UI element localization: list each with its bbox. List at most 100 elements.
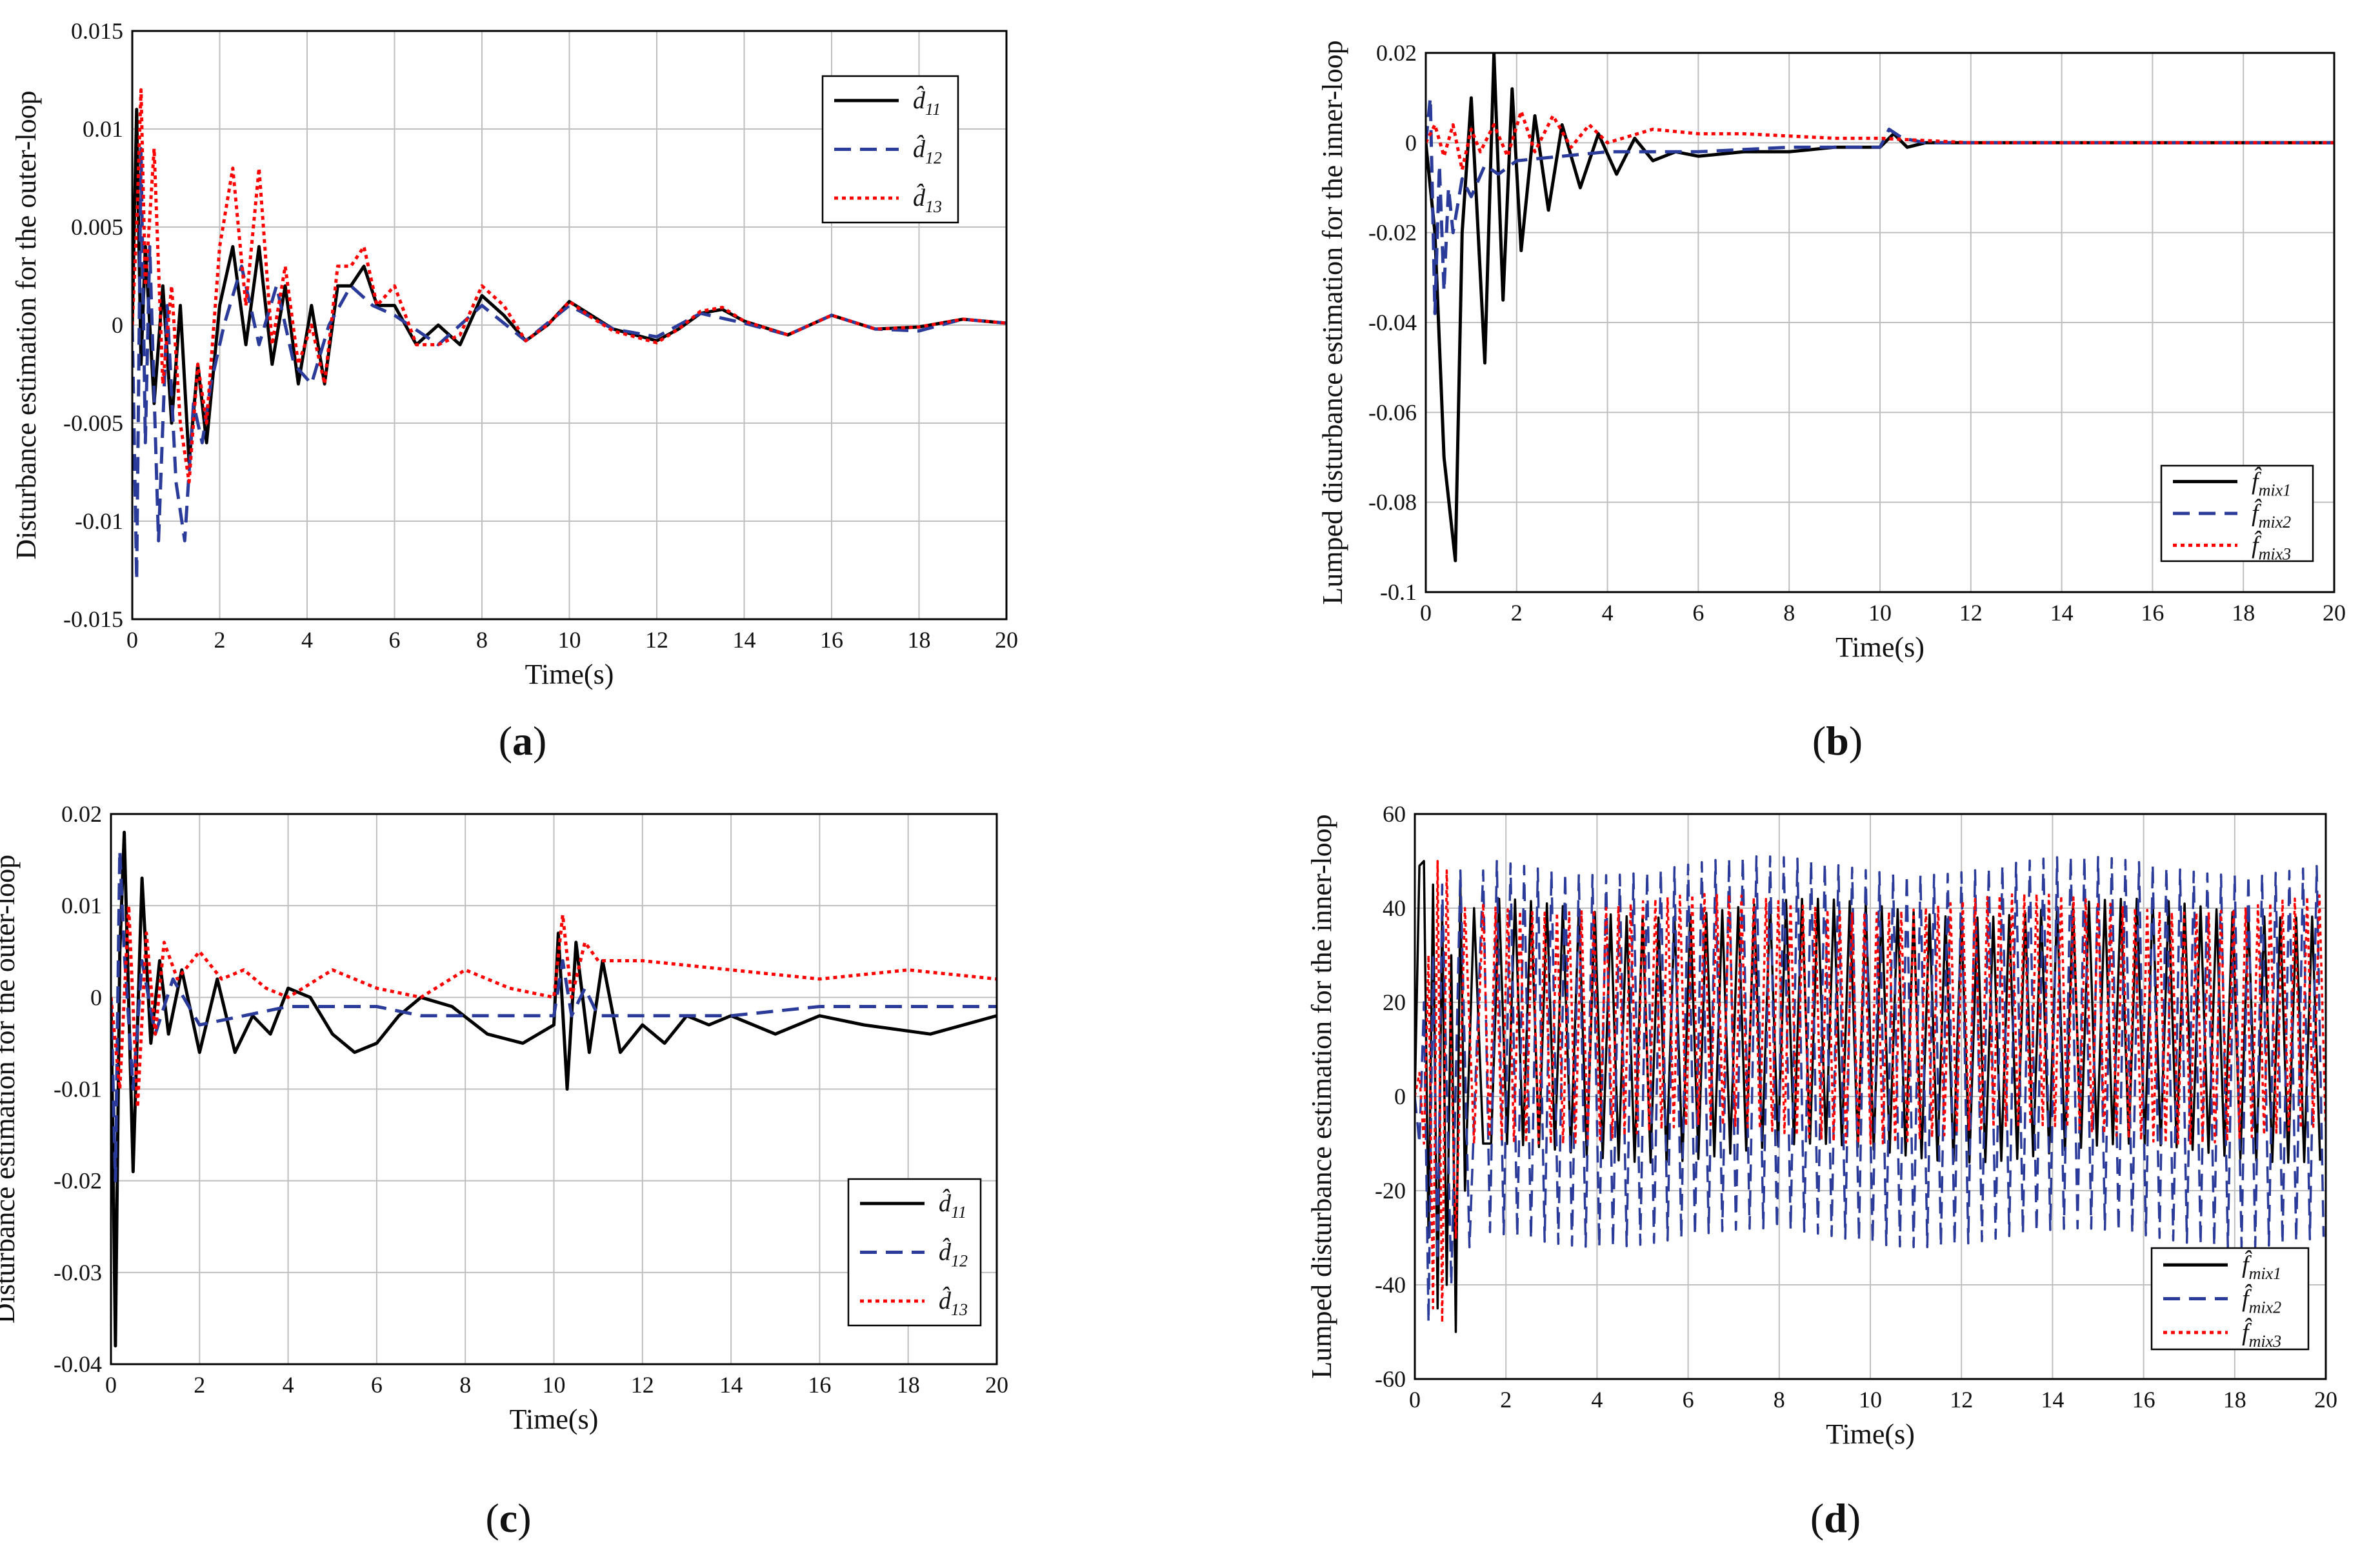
x-tick-label: 2 (1511, 600, 1523, 626)
y-tick-label: -0.06 (1368, 399, 1417, 425)
legend-label-13: d̂13 (939, 1286, 968, 1319)
x-tick-label: 4 (1591, 1387, 1603, 1413)
plot-area (1426, 53, 2334, 562)
x-tick-label: 14 (733, 627, 756, 653)
x-tick-label: 18 (2232, 600, 2255, 626)
y-tick-label: 0 (1405, 130, 1417, 155)
series-line-mix3 (1415, 860, 2326, 1324)
legend-label-11: d̂11 (913, 86, 941, 119)
y-tick-label: 0.015 (71, 18, 123, 44)
x-tick-label: 0 (126, 627, 138, 653)
chart-panel-a: 0 2 4 6 8 10 12 14 16 18 20 -0.015 -0.01 -0.005 0 0.005… (10, 18, 1018, 764)
x-tick-label: 20 (995, 627, 1018, 653)
legend-label-11: d̂11 (939, 1189, 966, 1222)
y-tick-label: 0.02 (1376, 40, 1417, 66)
legend-label-mix2: f̂mix2 (2252, 499, 2291, 531)
panel-caption: (b) (1812, 718, 1863, 764)
legend-label-mix3: f̂mix3 (2242, 1318, 2281, 1351)
x-tick-label: 10 (558, 627, 581, 653)
y-tick-label: -0.005 (63, 410, 123, 436)
x-tick-label: 8 (1774, 1387, 1785, 1413)
x-tick-label: 8 (476, 627, 488, 653)
y-tick-label: -0.02 (1368, 220, 1417, 246)
x-tick-label: 6 (1692, 600, 1704, 626)
legend-label-12: d̂12 (913, 135, 942, 168)
x-tick-label: 4 (301, 627, 313, 653)
y-axis-label: Lumped disturbance estimation for the in… (1306, 814, 1337, 1378)
x-axis-label: Time(s) (1826, 1418, 1915, 1450)
x-tick-label: 0 (1409, 1387, 1421, 1413)
y-tick-label: -20 (1375, 1178, 1406, 1204)
x-tick-label: 12 (631, 1372, 654, 1398)
legend-label-12: d̂12 (939, 1238, 968, 1271)
plot-area (111, 830, 997, 1348)
x-tick-label: 0 (1420, 600, 1432, 626)
plot-frame (1414, 813, 2327, 1380)
y-tick-label: -0.01 (75, 508, 123, 534)
y-tick-label: 0 (90, 984, 102, 1010)
plot-area (1415, 855, 2326, 1333)
x-tick-label: 6 (371, 1372, 383, 1398)
x-tick-label: 4 (283, 1372, 294, 1398)
x-tick-label: 14 (2041, 1387, 2064, 1413)
legend: d̂11 d̂12 d̂13 (821, 75, 959, 224)
x-tick-label: 2 (194, 1372, 205, 1398)
series-line-11 (132, 108, 1006, 464)
x-tick-label: 10 (1859, 1387, 1882, 1413)
y-tick-label: -0.04 (1368, 310, 1417, 335)
y-tick-label: 0.01 (61, 893, 102, 918)
y-tick-label: -60 (1375, 1366, 1406, 1392)
x-tick-label: 12 (1959, 600, 1983, 626)
y-tick-label: -0.02 (54, 1168, 102, 1194)
series-line-13 (132, 88, 1006, 484)
x-tick-label: 16 (2141, 600, 2164, 626)
x-axis-label: Time(s) (1835, 631, 1925, 663)
x-tick-label: 14 (2050, 600, 2074, 626)
panel-caption: (d) (1810, 1495, 1861, 1541)
y-tick-label: 0.005 (71, 214, 123, 240)
x-tick-label: 2 (214, 627, 226, 653)
y-tick-label: -0.01 (54, 1077, 102, 1102)
legend-label-mix3: f̂mix3 (2252, 530, 2291, 563)
chart-panel-c: 0 2 4 6 8 10 12 14 16 18 20 -0.04 -0.03 -0.02 -0.01 0 0.… (0, 801, 1008, 1541)
x-tick-label: 18 (2223, 1387, 2246, 1413)
legend-label-13: d̂13 (913, 183, 942, 216)
legend-label-mix1: f̂mix1 (2242, 1250, 2281, 1283)
x-tick-label: 14 (719, 1372, 743, 1398)
plot-frame (131, 30, 1008, 620)
plot-frame (1425, 52, 2335, 593)
y-tick-label: -0.1 (1380, 579, 1417, 605)
series-line-mix1 (1426, 53, 2334, 562)
series-line-12 (111, 849, 997, 1183)
y-tick-label: 0.02 (61, 801, 102, 827)
x-tick-label: 18 (897, 1372, 920, 1398)
y-tick-label: 60 (1383, 801, 1406, 827)
x-tick-label: 20 (2323, 600, 2346, 626)
y-tick-label: -0.03 (54, 1260, 102, 1285)
x-tick-label: 12 (645, 627, 668, 653)
x-tick-label: 16 (820, 627, 843, 653)
series-line-mix2 (1426, 96, 2334, 315)
x-tick-label: 20 (985, 1372, 1008, 1398)
x-tick-label: 12 (1950, 1387, 1973, 1413)
y-tick-label: 0 (112, 312, 123, 338)
x-tick-label: 6 (1683, 1387, 1694, 1413)
y-tick-label: -0.015 (63, 606, 123, 632)
x-tick-label: 20 (2314, 1387, 2337, 1413)
x-tick-label: 4 (1602, 600, 1614, 626)
y-tick-label: 0.01 (83, 116, 123, 142)
y-tick-label: -0.08 (1368, 490, 1417, 515)
series-line-13 (111, 904, 997, 1109)
x-tick-label: 18 (908, 627, 931, 653)
y-tick-label: 20 (1383, 989, 1406, 1015)
plot-frame (110, 813, 998, 1365)
y-axis-label: Lumped disturbance estimation for the in… (1317, 40, 1348, 604)
panel-caption: (c) (485, 1495, 531, 1541)
y-axis-label: Disturbance estimation for the outer-loo… (0, 855, 21, 1324)
x-tick-label: 16 (808, 1372, 831, 1398)
y-axis-label: Disturbance estimation for the outer-loo… (10, 90, 42, 559)
x-tick-label: 10 (543, 1372, 566, 1398)
x-axis-label: Time(s) (510, 1404, 599, 1435)
